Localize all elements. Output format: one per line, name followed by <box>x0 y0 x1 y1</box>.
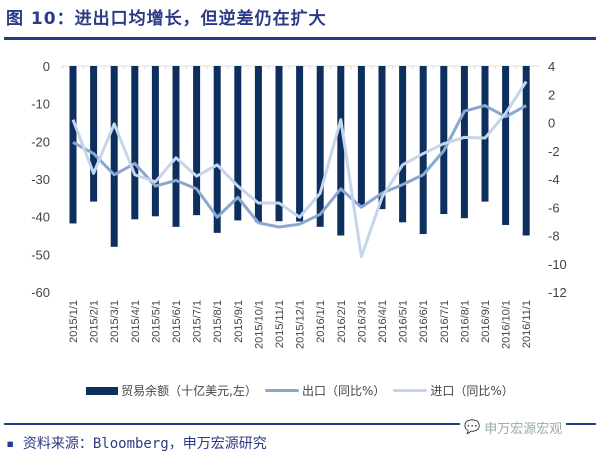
bar-trade-balance <box>378 66 386 210</box>
x-tick-label: 2016/5/1 <box>398 300 410 343</box>
y-left-tick-label: -30 <box>31 172 50 187</box>
legend-label-import: 进口（同比%） <box>430 384 514 398</box>
y-left-tick-label: -10 <box>31 97 50 112</box>
y-right-tick-label: 4 <box>548 59 555 74</box>
y-right-tick-label: -12 <box>548 285 567 300</box>
bar-trade-balance <box>481 66 489 202</box>
bar-trade-balance <box>275 66 283 222</box>
bar-trade-balance <box>522 66 530 236</box>
bar-trade-balance <box>296 66 304 222</box>
legend: 贸易余额（十亿美元,左） 出口（同比%） 进口（同比%） <box>0 382 600 399</box>
bar-trade-balance <box>234 66 242 221</box>
footer-divider <box>4 423 596 425</box>
bar-trade-balance <box>110 66 118 247</box>
x-tick-label: 2015/9/1 <box>233 300 245 343</box>
legend-item-import: 进口（同比%） <box>393 382 514 399</box>
title-divider <box>4 37 596 40</box>
watermark: 💬 申万宏源宏观 <box>460 418 567 437</box>
bar-trade-balance <box>460 66 468 219</box>
x-tick-label: 2016/10/1 <box>501 300 513 349</box>
legend-swatch-balance <box>86 386 119 395</box>
bar-trade-balance <box>213 66 221 233</box>
bar-trade-balance <box>90 66 98 202</box>
x-tick-label: 2016/3/1 <box>356 300 368 343</box>
bar-trade-balance <box>172 66 180 227</box>
bar-trade-balance <box>151 66 159 217</box>
x-tick-label: 2016/7/1 <box>439 300 451 343</box>
x-tick-label: 2016/2/1 <box>336 300 348 343</box>
x-tick-label: 2016/4/1 <box>377 300 389 343</box>
x-tick-label: 2015/7/1 <box>192 300 204 343</box>
x-tick-label: 2016/6/1 <box>418 300 430 343</box>
x-tick-label: 2016/9/1 <box>480 300 492 343</box>
y-right-tick-label: 0 <box>548 116 555 131</box>
bar-trade-balance <box>502 66 510 225</box>
wechat-icon: 💬 <box>464 420 481 435</box>
x-tick-label: 2015/12/1 <box>295 300 307 349</box>
source-note: ▪ 资料来源：Bloomberg，申万宏源研究 <box>6 436 267 452</box>
bar-trade-balance <box>193 66 201 216</box>
legend-item-balance: 贸易余额（十亿美元,左） <box>86 382 257 399</box>
bar-trade-balance <box>316 66 324 227</box>
y-left-tick-label: -40 <box>31 210 50 225</box>
bar-trade-balance <box>440 66 448 215</box>
legend-label-balance: 贸易余额（十亿美元,左） <box>121 384 257 398</box>
x-tick-label: 2015/11/1 <box>274 300 286 348</box>
watermark-text: 申万宏源宏观 <box>484 422 563 437</box>
bar-trade-balance <box>419 66 427 234</box>
y-left-tick-label: -20 <box>31 134 50 149</box>
x-tick-label: 2016/11/1 <box>521 300 533 348</box>
bar-trade-balance <box>357 66 365 205</box>
chart-title: 图 10：进出口均增长，但逆差仍在扩大 <box>6 9 327 29</box>
y-right-tick-label: 2 <box>548 87 555 102</box>
legend-swatch-export <box>265 389 299 392</box>
legend-label-export: 出口（同比%） <box>302 384 386 398</box>
y-left-tick-label: -60 <box>31 285 50 300</box>
y-right-tick-label: -2 <box>548 144 560 159</box>
x-tick-label: 2015/1/1 <box>68 300 80 343</box>
x-tick-label: 2015/3/1 <box>109 300 121 343</box>
legend-swatch-import <box>393 389 428 392</box>
y-right-tick-label: -8 <box>548 229 560 244</box>
y-right-tick-label: -4 <box>548 172 560 187</box>
bar-trade-balance <box>254 66 262 222</box>
chart: 0 -10 -20 -30 -40 -50 -60 4 2 0 -2 -4 -6 -8 -10 -12 2015… <box>31 59 567 349</box>
x-tick-label: 2016/8/1 <box>459 300 471 343</box>
x-tick-label: 2015/5/1 <box>150 300 162 343</box>
bar-trade-balance <box>399 66 407 223</box>
bar-trade-balance <box>337 66 345 236</box>
legend-item-export: 出口（同比%） <box>265 382 385 399</box>
x-tick-label: 2015/2/1 <box>89 300 101 343</box>
y-right-tick-label: -6 <box>548 200 560 215</box>
bar-trade-balance <box>69 66 77 224</box>
y-right-tick-label: -10 <box>548 257 567 272</box>
y-left-tick-label: 0 <box>43 59 50 74</box>
x-tick-label: 2016/1/1 <box>315 300 327 343</box>
y-left-tick-label: -50 <box>31 247 50 262</box>
x-tick-label: 2015/10/1 <box>253 300 265 349</box>
x-tick-label: 2015/6/1 <box>171 300 183 343</box>
x-tick-label: 2015/4/1 <box>130 300 142 343</box>
bar-trade-balance <box>131 66 139 220</box>
x-tick-label: 2015/8/1 <box>212 300 224 343</box>
